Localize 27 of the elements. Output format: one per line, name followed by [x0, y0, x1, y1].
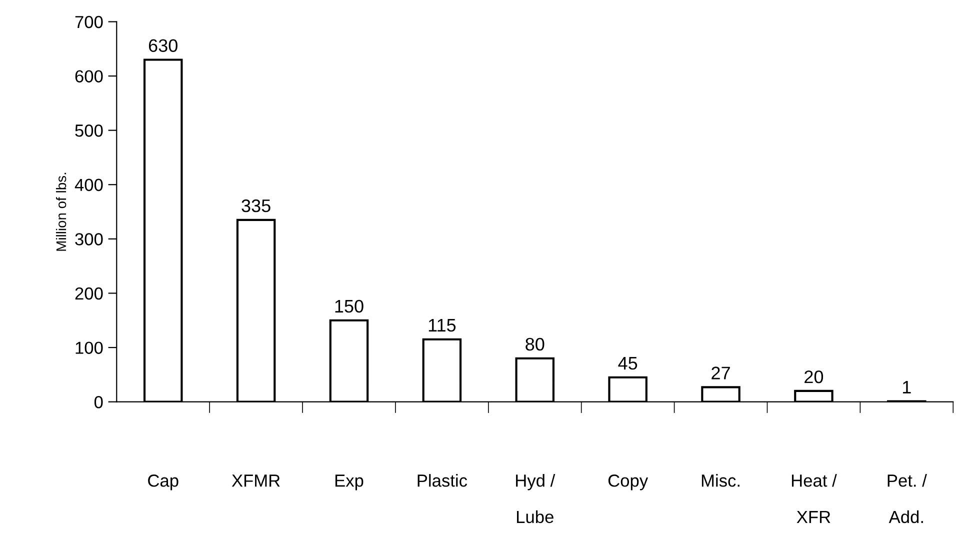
data-label: 335 [242, 199, 270, 212]
y-tick-label: 600 [75, 70, 103, 82]
y-tick-label: 700 [75, 16, 103, 28]
x-tick-label: Copy [608, 474, 648, 490]
data-label: 115 [428, 319, 456, 332]
x-tick-label: Exp [335, 474, 364, 490]
data-label: 20 [804, 370, 824, 384]
data-label: 27 [712, 366, 730, 380]
data-label: 80 [526, 338, 544, 351]
y-tick-label: 300 [75, 233, 103, 246]
category-label: Pet. / Add. [888, 474, 927, 524]
x-tick-label: Hyd / Lube [516, 474, 556, 524]
data-label: 1 [903, 380, 911, 394]
y-tick-label: 100 [76, 342, 103, 354]
x-tick-label: XFMR [232, 474, 280, 487]
category-label: Heat / XFR [792, 474, 837, 523]
y-tick-label: 400 [74, 178, 103, 192]
x-tick-label: Plastic [418, 474, 468, 487]
data-label: 150 [335, 300, 364, 313]
data-label: 45 [618, 357, 638, 370]
x-tick-label: Misc. [702, 474, 740, 487]
x-tick-label: Cap [148, 474, 178, 490]
y-tick-label: 500 [75, 124, 103, 137]
y-axis-title: Million of lbs. [56, 172, 66, 251]
y-tick-label: 0 [94, 396, 103, 408]
data-label: 630 [148, 39, 178, 52]
y-tick-label: 200 [75, 287, 103, 300]
